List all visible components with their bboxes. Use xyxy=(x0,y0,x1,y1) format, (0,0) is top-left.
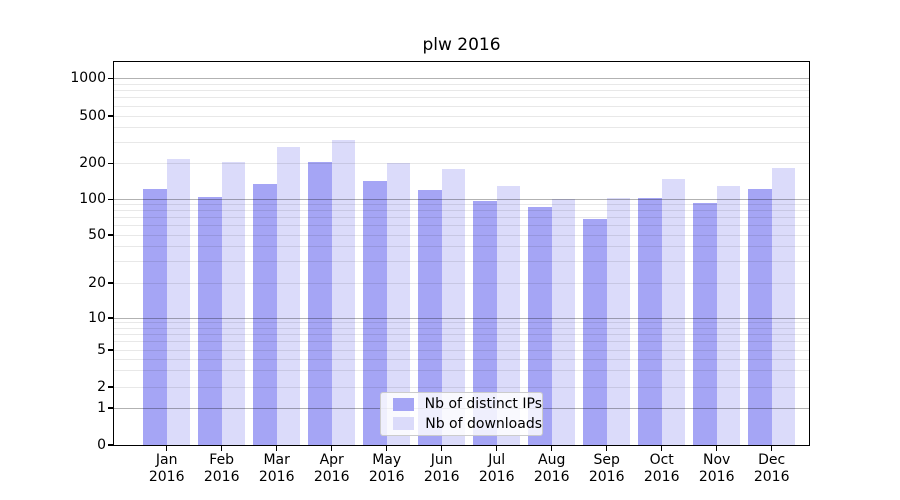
y-tick-mark xyxy=(108,386,113,388)
bar-nb-of-downloads-sep-2016 xyxy=(606,198,630,445)
y-tick-mark xyxy=(108,317,113,319)
y-tick-mark xyxy=(108,162,113,164)
x-tick-label-oct-2016: Oct 2016 xyxy=(643,452,680,485)
x-tick-label-mar-2016: Mar 2016 xyxy=(258,452,295,485)
x-tick-mark xyxy=(606,446,608,451)
bar-nb-of-distinct-ips-oct-2016 xyxy=(638,197,662,445)
legend-item-distinct-ips: Nb of distinct IPs xyxy=(393,396,542,412)
x-tick-mark xyxy=(771,446,773,451)
x-tick-mark xyxy=(331,446,333,451)
legend-item-downloads: Nb of downloads xyxy=(393,416,542,432)
y-tick-mark xyxy=(108,444,113,446)
x-tick-mark xyxy=(276,446,278,451)
x-tick-label-feb-2016: Feb 2016 xyxy=(203,452,240,485)
x-tick-mark xyxy=(441,446,443,451)
y-gridline-minor xyxy=(114,105,809,107)
legend-swatch-downloads xyxy=(393,417,415,431)
y-tick-mark xyxy=(108,198,113,200)
legend-swatch-distinct-ips xyxy=(393,397,414,411)
bar-nb-of-downloads-may-2016 xyxy=(386,162,410,445)
bar-nb-of-downloads-nov-2016 xyxy=(716,186,740,445)
legend: Nb of distinct IPs Nb of downloads xyxy=(380,392,543,436)
y-tick-label: 10 xyxy=(88,310,106,326)
y-tick-label: 0 xyxy=(97,437,106,453)
y-tick-mark xyxy=(108,282,113,284)
legend-label-distinct-ips: Nb of distinct IPs xyxy=(424,396,542,413)
x-tick-mark xyxy=(166,446,168,451)
y-tick-label: 2 xyxy=(97,379,106,395)
x-tick-label-apr-2016: Apr 2016 xyxy=(313,452,350,485)
x-tick-label-sep-2016: Sep 2016 xyxy=(588,452,625,485)
bar-nb-of-distinct-ips-apr-2016 xyxy=(308,161,332,445)
x-tick-mark xyxy=(221,446,223,451)
y-tick-label: 1000 xyxy=(70,70,106,87)
bar-nb-of-downloads-jun-2016 xyxy=(441,168,465,445)
y-gridline-minor xyxy=(114,97,809,99)
x-tick-mark xyxy=(551,446,553,451)
y-tick-label: 20 xyxy=(88,275,106,291)
y-gridline-minor xyxy=(114,83,809,85)
x-tick-label-jul-2016: Jul 2016 xyxy=(478,452,515,485)
x-tick-label-may-2016: May 2016 xyxy=(368,452,405,485)
y-tick-mark xyxy=(108,77,113,79)
bar-nb-of-distinct-ips-may-2016 xyxy=(363,181,387,445)
legend-label-downloads: Nb of downloads xyxy=(425,415,542,432)
y-gridline-minor xyxy=(114,89,809,91)
bar-nb-of-distinct-ips-jul-2016 xyxy=(473,201,497,445)
bar-nb-of-downloads-jul-2016 xyxy=(496,186,520,445)
x-tick-mark xyxy=(496,446,498,451)
bar-nb-of-downloads-apr-2016 xyxy=(331,140,355,445)
y-gridline-major xyxy=(114,77,809,79)
y-gridline-minor xyxy=(114,115,809,117)
y-tick-mark xyxy=(108,407,113,409)
y-tick-mark xyxy=(108,349,113,351)
bar-nb-of-downloads-aug-2016 xyxy=(551,199,575,445)
chart-title: plw 2016 xyxy=(422,35,501,55)
bar-nb-of-distinct-ips-nov-2016 xyxy=(693,202,717,445)
y-tick-label: 5 xyxy=(97,342,106,358)
x-tick-label-dec-2016: Dec 2016 xyxy=(753,452,790,485)
y-tick-label: 1 xyxy=(97,400,106,416)
y-tick-label: 100 xyxy=(79,191,106,208)
x-tick-mark xyxy=(661,446,663,451)
x-tick-label-aug-2016: Aug 2016 xyxy=(533,452,570,485)
y-gridline-minor xyxy=(114,162,809,164)
y-tick-label: 200 xyxy=(79,155,106,172)
y-tick-mark xyxy=(108,115,113,117)
y-tick-label: 50 xyxy=(88,227,106,243)
bar-nb-of-downloads-dec-2016 xyxy=(771,168,795,445)
y-gridline-minor xyxy=(114,127,809,128)
x-tick-label-nov-2016: Nov 2016 xyxy=(698,452,735,485)
y-gridline-minor xyxy=(114,141,809,143)
bar-nb-of-downloads-mar-2016 xyxy=(276,147,300,445)
y-tick-label: 500 xyxy=(79,108,106,124)
x-tick-mark xyxy=(716,446,718,451)
x-tick-label-jun-2016: Jun 2016 xyxy=(423,452,460,485)
bar-nb-of-distinct-ips-jan-2016 xyxy=(143,188,167,445)
y-tick-mark xyxy=(108,234,113,236)
bar-nb-of-downloads-oct-2016 xyxy=(661,179,685,445)
bar-nb-of-distinct-ips-mar-2016 xyxy=(253,184,277,445)
x-tick-mark xyxy=(386,446,388,451)
bar-nb-of-distinct-ips-jun-2016 xyxy=(418,189,442,445)
bar-nb-of-distinct-ips-sep-2016 xyxy=(583,219,607,445)
bar-nb-of-downloads-jan-2016 xyxy=(166,159,190,445)
x-tick-label-jan-2016: Jan 2016 xyxy=(148,452,185,485)
bar-nb-of-distinct-ips-aug-2016 xyxy=(528,207,552,445)
bar-nb-of-distinct-ips-dec-2016 xyxy=(748,188,772,445)
bar-nb-of-downloads-feb-2016 xyxy=(221,162,245,445)
bar-nb-of-distinct-ips-feb-2016 xyxy=(198,197,222,445)
